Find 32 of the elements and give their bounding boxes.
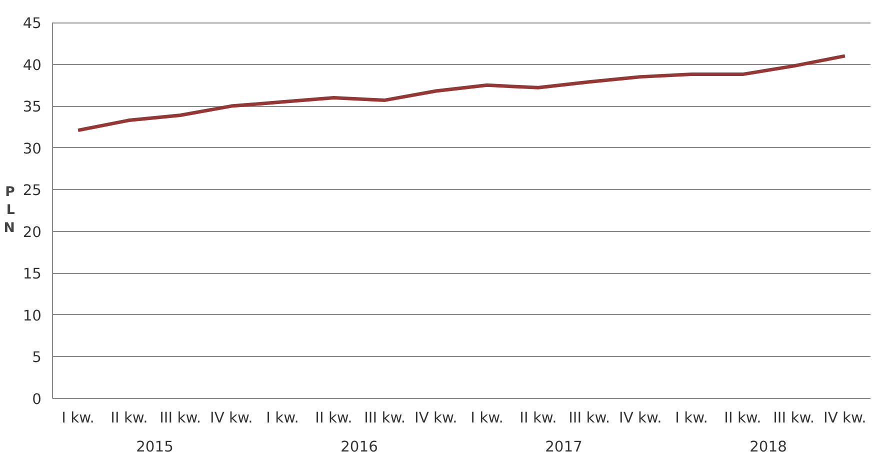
y-tick-label: 20 — [22, 224, 42, 241]
x-tick-label: I kw. — [266, 410, 299, 426]
x-tick-label: II kw. — [110, 410, 148, 426]
x-tick-label: I kw. — [675, 410, 708, 426]
x-tick-label: IV kw. — [414, 410, 458, 426]
y-tick-label: 10 — [22, 307, 42, 324]
x-tick-label: II kw. — [724, 410, 762, 426]
y-tick-label: 0 — [32, 391, 42, 408]
x-tick-label: IV kw. — [210, 410, 253, 426]
y-axis-title: PLN — [4, 185, 16, 236]
text: 2018 — [750, 438, 787, 454]
x-tick-label: III kw. — [568, 410, 610, 426]
x-tick-label: III kw. — [364, 410, 406, 426]
y-tick-label: 25 — [22, 182, 42, 200]
text: 2016 — [340, 438, 378, 454]
x-tick-label: II kw. — [520, 410, 557, 426]
y-tick-label: 40 — [22, 56, 42, 74]
x-tick-label: I kw. — [62, 410, 94, 426]
y-tick-label: 30 — [22, 140, 42, 158]
x-tick-label: I kw. — [470, 410, 504, 426]
y-tick-label: 5 — [32, 349, 42, 366]
y-tick-label: 15 — [22, 266, 42, 283]
x-tick-label: II kw. — [315, 410, 352, 426]
text: 2015 — [136, 438, 174, 454]
x-tick-label: IV kw. — [619, 410, 662, 426]
text: 2017 — [545, 438, 582, 454]
y-tick-label: 45 — [22, 15, 42, 32]
x-tick-label: IV kw. — [824, 410, 866, 426]
x-tick-label: III kw. — [773, 410, 815, 426]
y-tick-label: 35 — [22, 98, 42, 116]
line-series — [76, 54, 847, 132]
x-tick-label: III kw. — [160, 410, 202, 426]
